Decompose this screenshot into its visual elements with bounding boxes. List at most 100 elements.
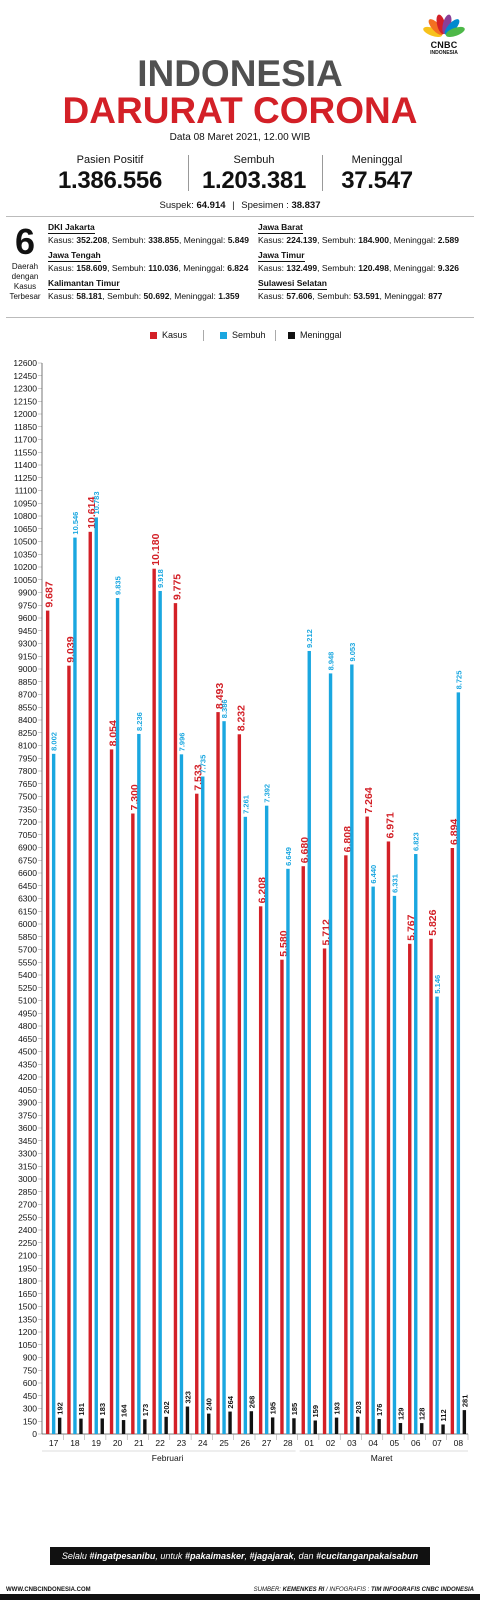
y-tick-label: 600 <box>23 1378 37 1388</box>
y-tick-label: 6000 <box>18 919 37 929</box>
data-label-meninggal: 185 <box>290 1403 299 1416</box>
y-tick-label: 6600 <box>18 868 37 878</box>
y-tick-label: 3000 <box>18 1174 37 1184</box>
bar-meninggal <box>164 1416 168 1434</box>
y-tick-label: 3750 <box>18 1110 37 1120</box>
bar-meninggal <box>143 1419 147 1434</box>
y-tick-label: 0 <box>32 1429 37 1439</box>
bar-kasus <box>365 816 369 1434</box>
y-tick-label: 5250 <box>18 983 37 993</box>
legend-divider <box>275 330 276 341</box>
data-label-sembuh: 9.053 <box>348 643 357 662</box>
y-tick-label: 3600 <box>18 1123 37 1133</box>
month-label-maret: Maret <box>370 1453 393 1463</box>
bar-kasus <box>408 943 412 1434</box>
x-tick-label: 01 <box>305 1438 315 1448</box>
footer-bar <box>0 1594 480 1600</box>
stat-meninggal: Meninggal 37.547 <box>322 154 432 195</box>
x-tick-label: 02 <box>326 1438 336 1448</box>
bar-sembuh <box>73 537 77 1434</box>
region-item: Jawa Barat Kasus: 224.139, Sembuh: 184.90… <box>258 222 459 245</box>
region-kasus: 132.499 <box>286 263 318 273</box>
bar-kasus <box>152 568 156 1434</box>
y-tick-label: 6900 <box>18 843 37 853</box>
x-tick-label: 03 <box>347 1438 357 1448</box>
bar-meninggal <box>207 1413 211 1434</box>
y-tick-label: 7200 <box>18 817 37 827</box>
legend: Kasus Sembuh Meninggal <box>0 330 480 344</box>
bar-meninggal <box>292 1418 296 1434</box>
data-label-sembuh: 8.725 <box>454 671 463 690</box>
bar-kasus <box>386 841 391 1434</box>
bar-kasus <box>109 749 114 1434</box>
y-tick-label: 11700 <box>14 435 37 445</box>
y-tick-label: 2100 <box>18 1251 37 1261</box>
cnbc-logo: CNBC INDONESIA <box>420 14 468 60</box>
bar-sembuh <box>115 598 120 1434</box>
region-sembuh: 120.498 <box>358 263 389 273</box>
peacock-icon <box>423 14 465 37</box>
region-meninggal: 1.359 <box>218 291 240 301</box>
data-label-sembuh: 8.948 <box>327 652 336 671</box>
bar-meninggal <box>249 1411 254 1434</box>
spesimen-label: Spesimen : <box>241 200 289 211</box>
y-tick-label: 5550 <box>18 957 37 967</box>
region-kasus: 224.139 <box>286 235 318 245</box>
y-tick-label: 11850 <box>14 422 37 432</box>
x-tick-label: 17 <box>49 1438 59 1448</box>
y-tick-label: 7350 <box>18 804 37 814</box>
data-label-meninggal: 281 <box>460 1395 469 1408</box>
data-label-meninggal: 202 <box>162 1401 171 1414</box>
y-tick-label: 450 <box>23 1391 37 1401</box>
bar-sembuh <box>158 590 162 1434</box>
footer-source: SUMBER: KEMENKES RI / INFOGRAFIS : TIM I… <box>253 1587 474 1593</box>
bar-sembuh <box>243 816 248 1434</box>
y-tick-label: 4200 <box>18 1072 37 1082</box>
bar-meninggal <box>100 1418 104 1434</box>
peacock-feather <box>445 26 465 37</box>
title-line-1: INDONESIA <box>137 53 343 94</box>
y-tick-label: 3900 <box>18 1098 37 1108</box>
data-label-sembuh: 6.823 <box>412 832 421 851</box>
bar-meninggal <box>377 1419 381 1434</box>
y-tick-label: 10650 <box>13 524 37 534</box>
stat-label: Pasien Positif <box>76 154 144 166</box>
stat-positif: Pasien Positif 1.386.556 <box>50 154 170 195</box>
bar-kasus <box>258 906 263 1434</box>
campaign-banner: Selalu #ingatpesanibu, untuk #pakaimaske… <box>50 1547 430 1565</box>
y-tick-label: 1650 <box>18 1289 37 1299</box>
region-sembuh: 184.900 <box>358 235 389 245</box>
bar-sembuh <box>371 886 375 1434</box>
y-tick-label: 2550 <box>18 1212 37 1222</box>
y-tick-label: 1800 <box>18 1276 37 1286</box>
bar-sembuh <box>137 733 141 1434</box>
y-tick-label: 8250 <box>18 728 37 738</box>
bar-kasus <box>429 938 433 1434</box>
region-kasus: 158.609 <box>76 263 108 273</box>
bar-sembuh <box>179 754 184 1434</box>
data-label-sembuh: 9.212 <box>305 629 314 648</box>
data-label-meninggal: 203 <box>354 1401 363 1414</box>
data-label-meninggal: 159 <box>311 1405 320 1418</box>
bar-kasus <box>322 948 327 1434</box>
data-label-meninggal: 164 <box>120 1404 129 1417</box>
bar-meninggal <box>79 1418 83 1434</box>
stat-label: Sembuh <box>233 154 275 166</box>
bar-meninggal <box>398 1423 403 1434</box>
y-tick-label: 9450 <box>18 626 37 636</box>
legend-item-sembuh: Sembuh <box>220 330 266 340</box>
bar-kasus <box>195 793 199 1434</box>
data-label-sembuh: 9.835 <box>114 576 123 595</box>
y-tick-label: 10050 <box>13 575 37 585</box>
peacock-feather <box>423 26 443 37</box>
region-item: Jawa Tengah Kasus: 158.609, Sembuh: 110.0… <box>48 250 249 273</box>
y-tick-label: 4050 <box>18 1085 37 1095</box>
y-tick-label: 6750 <box>18 855 37 865</box>
title-line-2: DARURAT CORONA <box>62 90 418 131</box>
data-label-meninggal: 112 <box>439 1409 448 1421</box>
y-tick-label: 300 <box>23 1404 37 1414</box>
y-tick-label: 9000 <box>18 664 37 674</box>
stat-value: 1.203.381 <box>201 167 307 194</box>
divider <box>6 317 474 318</box>
legend-divider <box>203 330 204 341</box>
